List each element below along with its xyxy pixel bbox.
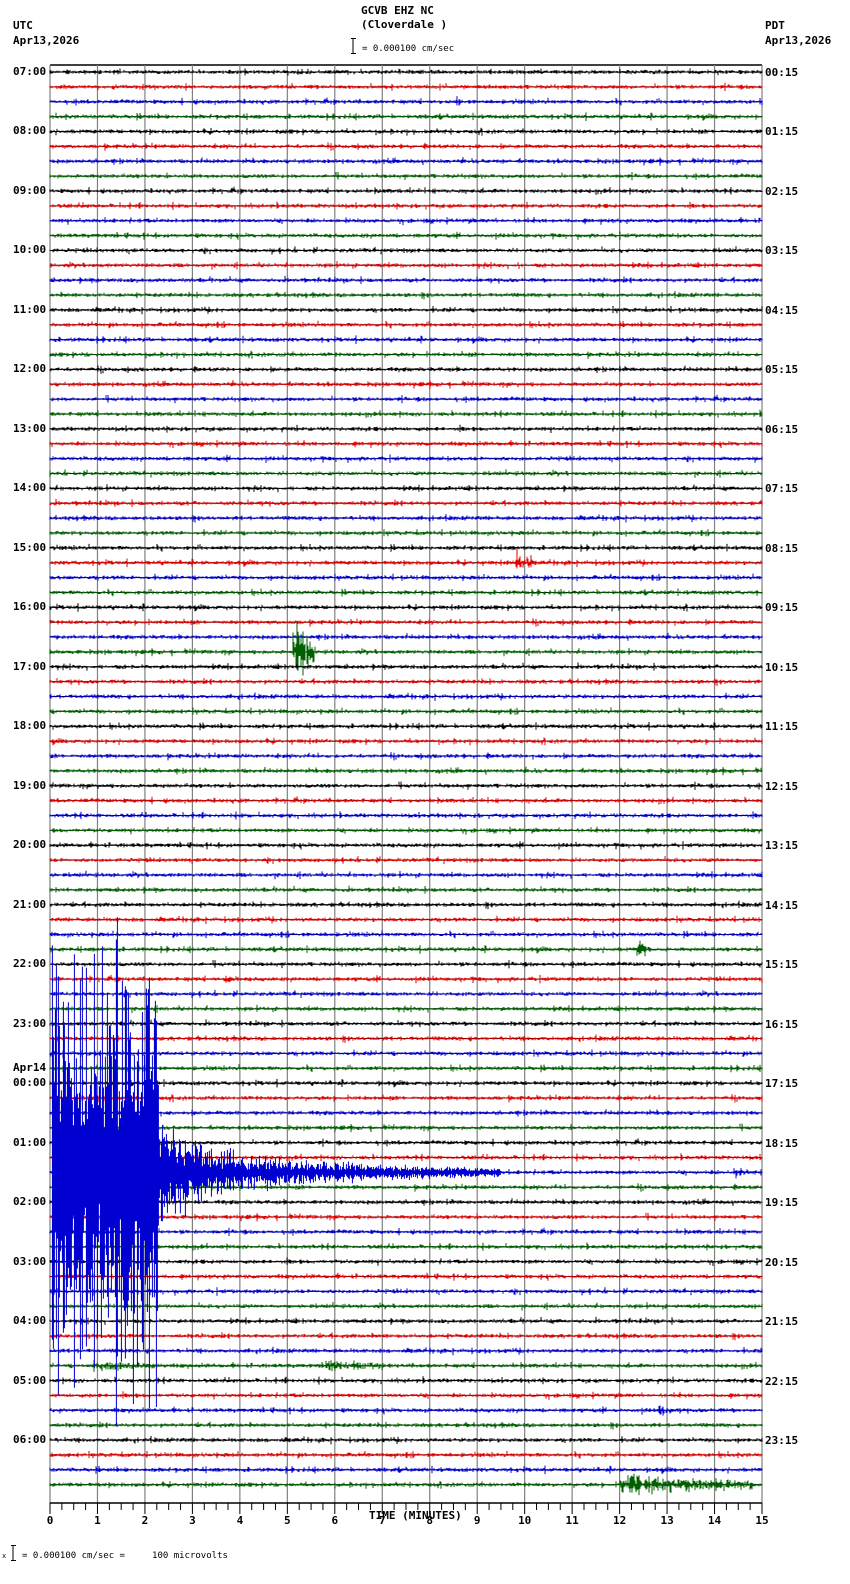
pdt-hour-label: 06:15 bbox=[765, 422, 799, 436]
x-tick-label: 10 bbox=[518, 1514, 532, 1527]
right-timezone: PDT bbox=[765, 19, 785, 32]
x-tick-label: 6 bbox=[331, 1514, 339, 1527]
x-tick-label: 7 bbox=[378, 1514, 386, 1527]
pdt-hour-label: 01:15 bbox=[765, 125, 799, 139]
x-tick-label: 15 bbox=[755, 1514, 769, 1527]
x-tick-label: 0 bbox=[46, 1514, 54, 1527]
utc-hour-label: 14:00 bbox=[13, 481, 47, 495]
pdt-hour-label: 13:15 bbox=[765, 839, 799, 853]
utc-hour-label: 00:00 bbox=[13, 1076, 47, 1090]
footer-prefix: x bbox=[2, 1552, 7, 1560]
left-date: Apr13,2026 bbox=[13, 34, 80, 47]
pdt-hour-label: 12:15 bbox=[765, 779, 799, 793]
pdt-hour-label: 04:15 bbox=[765, 303, 799, 317]
utc-hour-label: 12:00 bbox=[13, 362, 47, 376]
x-tick-label: 2 bbox=[141, 1514, 149, 1527]
utc-hour-label: 17:00 bbox=[13, 659, 47, 673]
pdt-hour-label: 15:15 bbox=[765, 958, 799, 972]
scale-bar-icon bbox=[351, 38, 356, 54]
utc-hour-label: 07:00 bbox=[13, 65, 47, 78]
x-axis-label: TIME (MINUTES) bbox=[369, 1509, 462, 1522]
seismic-traces bbox=[49, 68, 763, 1496]
minute-grid-lines bbox=[49, 64, 763, 1503]
utc-hour-label: 08:00 bbox=[13, 124, 47, 138]
pdt-hour-label: 11:15 bbox=[765, 720, 799, 734]
pdt-hour-label: 08:15 bbox=[765, 541, 799, 555]
utc-hour-label: 15:00 bbox=[13, 540, 47, 554]
date-change-label: Apr14 bbox=[13, 1061, 47, 1075]
utc-hour-label: 20:00 bbox=[13, 838, 47, 852]
utc-hour-label: 04:00 bbox=[13, 1314, 47, 1328]
x-tick-label: 8 bbox=[426, 1514, 434, 1527]
utc-hour-label: 01:00 bbox=[13, 1135, 47, 1149]
utc-hour-label: 23:00 bbox=[13, 1016, 47, 1030]
time-axis bbox=[49, 1502, 763, 1514]
footer-scale-bar-icon bbox=[11, 1545, 16, 1565]
utc-hour-label: 11:00 bbox=[13, 302, 47, 316]
pdt-hour-label: 09:15 bbox=[765, 601, 799, 615]
pdt-hour-label: 18:15 bbox=[765, 1136, 799, 1150]
pdt-hour-label: 07:15 bbox=[765, 482, 799, 496]
utc-hour-label: 06:00 bbox=[13, 1433, 47, 1447]
x-tick-label: 9 bbox=[473, 1514, 481, 1527]
x-tick-label: 12 bbox=[613, 1514, 627, 1527]
x-tick-label: 3 bbox=[189, 1514, 196, 1527]
utc-hour-label: 16:00 bbox=[13, 600, 47, 614]
scale-text: = 0.000100 cm/sec bbox=[362, 44, 455, 54]
pdt-hour-label: 16:15 bbox=[765, 1017, 799, 1031]
utc-hour-label: 18:00 bbox=[13, 719, 47, 733]
utc-hour-label: 09:00 bbox=[13, 183, 47, 197]
pdt-hour-label: 22:15 bbox=[765, 1374, 799, 1388]
pdt-hour-label: 00:15 bbox=[765, 66, 799, 79]
utc-hour-label: 22:00 bbox=[13, 957, 47, 971]
footer-scale-text: = 0.000100 cm/sec = 100 microvolts bbox=[22, 1551, 228, 1561]
pdt-hour-label: 19:15 bbox=[765, 1196, 799, 1210]
x-tick-label: 13 bbox=[660, 1514, 674, 1527]
pdt-hour-label: 23:15 bbox=[765, 1434, 799, 1448]
pdt-hour-label: 03:15 bbox=[765, 244, 799, 258]
utc-hour-label: 10:00 bbox=[13, 243, 47, 257]
station-title: GCVB EHZ NC bbox=[361, 4, 434, 17]
pdt-hour-label: 20:15 bbox=[765, 1255, 799, 1269]
pdt-hour-label: 14:15 bbox=[765, 898, 799, 912]
utc-hour-label: 02:00 bbox=[13, 1195, 47, 1209]
pdt-hour-label: 02:15 bbox=[765, 184, 799, 198]
x-tick-label: 14 bbox=[707, 1514, 722, 1527]
utc-hour-label: 05:00 bbox=[13, 1373, 47, 1387]
x-tick-label: 5 bbox=[284, 1514, 291, 1527]
x-tick-label: 11 bbox=[565, 1514, 579, 1527]
x-tick-label: 4 bbox=[236, 1514, 244, 1527]
utc-hour-label: 19:00 bbox=[13, 778, 47, 792]
utc-hour-label: 13:00 bbox=[13, 421, 47, 435]
right-date: Apr13,2026 bbox=[765, 34, 832, 47]
pdt-hour-label: 17:15 bbox=[765, 1077, 799, 1091]
utc-hour-label: 03:00 bbox=[13, 1254, 47, 1268]
left-timezone: UTC bbox=[13, 19, 33, 32]
utc-hour-label: 21:00 bbox=[13, 897, 47, 911]
pdt-hour-label: 21:15 bbox=[765, 1315, 799, 1329]
x-tick-label: 1 bbox=[94, 1514, 101, 1527]
station-location: (Cloverdale ) bbox=[361, 18, 448, 31]
pdt-hour-label: 10:15 bbox=[765, 660, 799, 674]
pdt-hour-label: 05:15 bbox=[765, 363, 799, 377]
